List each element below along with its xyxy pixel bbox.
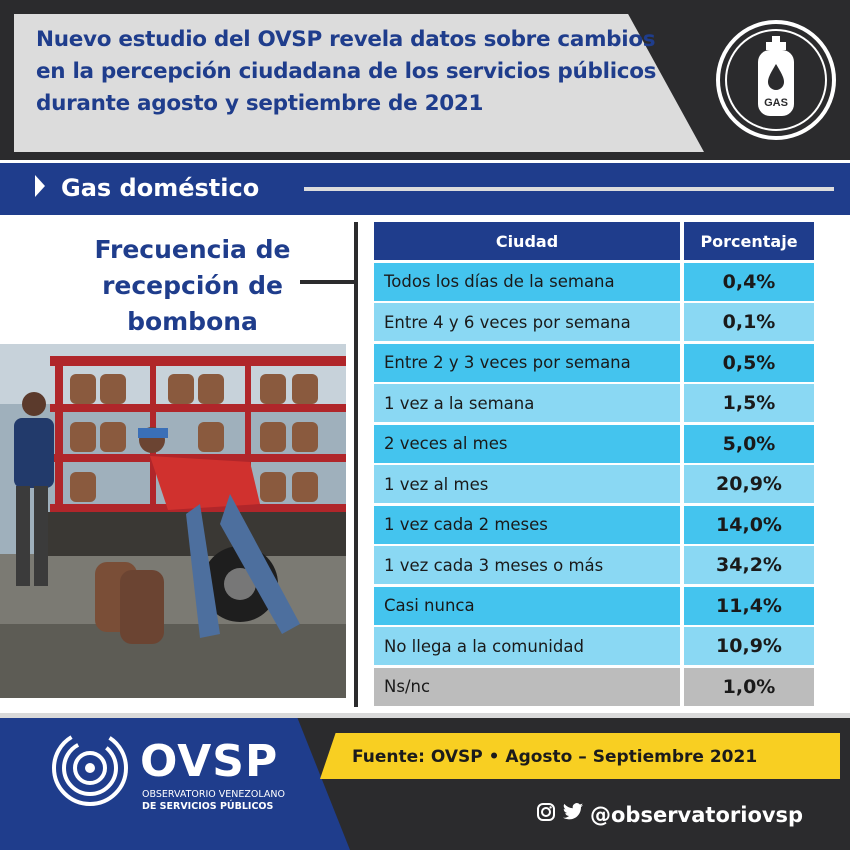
source-text: Fuente: OVSP • Agosto – Septiembre 2021 [352, 747, 758, 767]
source-banner [320, 733, 840, 779]
row-label: Entre 2 y 3 veces por semana [374, 343, 680, 382]
table-row: Todos los días de la semana 0,4% [374, 262, 814, 301]
brand-subtitle: OBSERVATORIO VENEZOLANO [142, 789, 285, 800]
table-row: Casi nunca 11,4% [374, 586, 814, 625]
gas-badge-label: GAS [764, 97, 788, 109]
subsection-title: Frecuencia de recepción de bombona [94, 235, 291, 336]
row-label: 1 vez al mes [374, 465, 680, 503]
row-value: 11,4% [684, 586, 814, 625]
frequency-table: Ciudad Porcentaje Todos los días de la s… [374, 222, 814, 708]
row-label: 1 vez cada 3 meses o más [374, 546, 680, 584]
column-header-ciudad: Ciudad [374, 222, 680, 260]
row-value: 0,1% [684, 303, 814, 341]
table-row: 1 vez cada 2 meses 14,0% [374, 505, 814, 544]
social-handle[interactable]: @observatoriovsp [590, 803, 804, 827]
gas-cylinder-icon: GAS [716, 20, 836, 140]
ovsp-logo-icon [52, 730, 128, 806]
column-header-porcentaje: Porcentaje [684, 222, 814, 260]
table-header-row: Ciudad Porcentaje [374, 222, 814, 260]
page-title: Nuevo estudio del OVSP revela datos sobr… [36, 27, 657, 116]
table-row: Ns/nc 1,0% [374, 667, 814, 706]
twitter-icon[interactable] [562, 800, 584, 830]
table-row: 1 vez cada 3 meses o más 34,2% [374, 546, 814, 584]
row-value: 1,5% [684, 384, 814, 422]
row-value: 14,0% [684, 505, 814, 544]
row-value: 1,0% [684, 667, 814, 706]
connector-line [300, 280, 356, 284]
row-label: Ns/nc [374, 667, 680, 706]
gas-delivery-photo [0, 344, 346, 698]
social-handle-row: @observatoriovsp [536, 800, 803, 830]
row-label: 1 vez a la semana [374, 384, 680, 422]
row-value: 20,9% [684, 465, 814, 503]
row-label: Entre 4 y 6 veces por semana [374, 303, 680, 341]
row-value: 0,5% [684, 343, 814, 382]
section-divider [304, 187, 834, 191]
row-label: 1 vez cada 2 meses [374, 505, 680, 544]
play-arrow-icon [35, 175, 45, 197]
table-row: 1 vez al mes 20,9% [374, 465, 814, 503]
row-value: 34,2% [684, 546, 814, 584]
table-row: 1 vez a la semana 1,5% [374, 384, 814, 422]
row-value: 0,4% [684, 262, 814, 301]
row-value: 5,0% [684, 424, 814, 463]
table-row: 2 veces al mes 5,0% [374, 424, 814, 463]
brand-subtitle-bold: DE SERVICIOS PÚBLICOS [142, 801, 274, 812]
row-label: 2 veces al mes [374, 424, 680, 463]
table-row: No llega a la comunidad 10,9% [374, 627, 814, 665]
row-label: Todos los días de la semana [374, 262, 680, 301]
row-label: Casi nunca [374, 586, 680, 625]
header-panel [14, 14, 704, 152]
brand-name: OVSP [140, 736, 279, 787]
table-row: Entre 2 y 3 veces por semana 0,5% [374, 343, 814, 382]
section-title: Gas doméstico [61, 174, 260, 202]
row-value: 10,9% [684, 627, 814, 665]
row-label: No llega a la comunidad [374, 627, 680, 665]
table-row: Entre 4 y 6 veces por semana 0,1% [374, 303, 814, 341]
vertical-divider [354, 222, 358, 707]
instagram-icon[interactable] [536, 800, 556, 830]
